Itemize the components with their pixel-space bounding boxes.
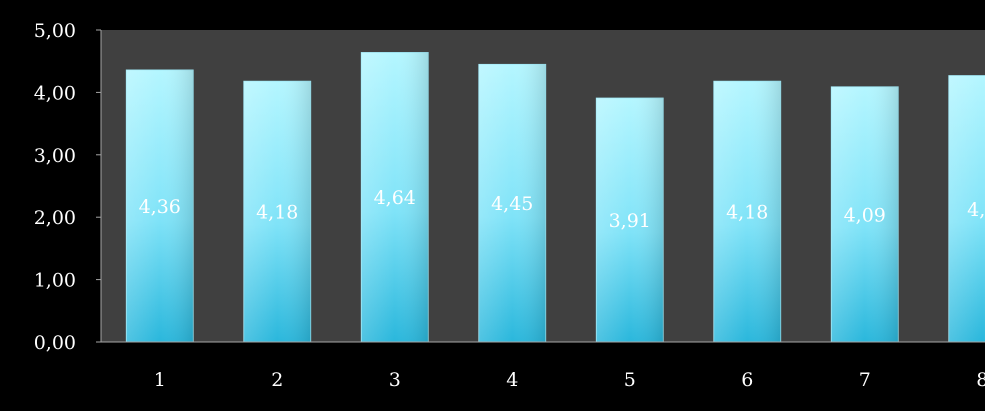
y-tick-label: 0,00 xyxy=(34,332,76,354)
y-tick-label: 4,00 xyxy=(34,82,76,104)
x-tick-label: 1 xyxy=(154,369,166,391)
bar-shine xyxy=(478,64,546,342)
bar-data-label: 4,2 xyxy=(967,199,985,221)
bar-data-label: 4,18 xyxy=(726,202,768,224)
x-tick-label: 2 xyxy=(271,369,283,391)
bar-shine xyxy=(361,52,429,343)
x-axis: 1 2 3 4 5 6 7 8 xyxy=(101,341,985,391)
y-tick-label: 1,00 xyxy=(34,270,76,292)
bar-shine xyxy=(243,81,311,342)
bars: 4,36 4,18 4,64 4,45 3,91 4,18 4,09 4,2 xyxy=(125,52,985,343)
bar-data-label: 3,91 xyxy=(609,210,651,232)
y-tick-label: 3,00 xyxy=(34,145,76,167)
x-tick-label: 7 xyxy=(859,369,871,391)
bar-data-label: 4,09 xyxy=(844,204,886,226)
bar-data-label: 4,64 xyxy=(374,187,416,209)
x-tick-label: 5 xyxy=(624,369,636,391)
x-tick-label: 8 xyxy=(976,369,985,391)
y-tick-label: 2,00 xyxy=(34,207,76,229)
x-tick-label: 3 xyxy=(389,369,401,391)
bar-shine xyxy=(831,86,899,342)
bar-data-label: 4,36 xyxy=(139,196,181,218)
bar-shine xyxy=(713,81,781,342)
x-tick-label: 6 xyxy=(741,369,753,391)
y-tick-label: 5,00 xyxy=(34,20,76,42)
y-axis: 0,00 1,00 2,00 3,00 4,00 5,00 xyxy=(34,20,102,354)
bar-shine xyxy=(948,75,985,342)
bar-shine xyxy=(126,69,194,342)
bar-data-label: 4,18 xyxy=(256,202,298,224)
bar-data-label: 4,45 xyxy=(491,193,533,215)
x-tick-label: 4 xyxy=(506,369,518,391)
bar-shine xyxy=(596,98,664,343)
